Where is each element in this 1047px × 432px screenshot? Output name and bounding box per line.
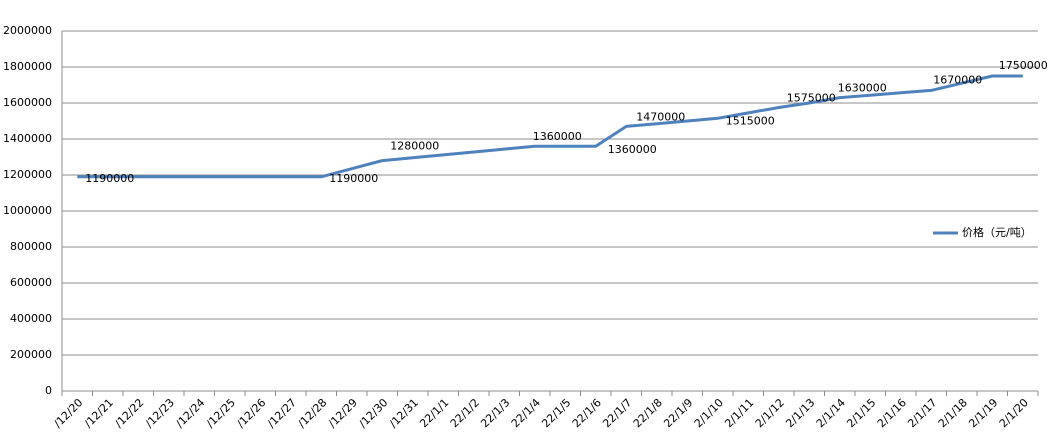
- y-tick-label: 0: [45, 384, 52, 397]
- x-tick-label: 2/1/18: [936, 396, 970, 430]
- x-tick-label: 22/1/4: [509, 396, 543, 430]
- data-label: 1470000: [636, 110, 685, 123]
- y-tick-label: 1800000: [3, 60, 52, 73]
- data-label: 1360000: [608, 143, 657, 156]
- x-tick-label: /12/21: [82, 396, 116, 430]
- x-tick-label: 2/1/20: [997, 396, 1031, 430]
- y-tick-label: 2000000: [3, 24, 52, 37]
- data-label: 1515000: [726, 114, 775, 127]
- data-label: 1190000: [329, 172, 378, 185]
- data-label: 1360000: [533, 130, 582, 143]
- y-tick-label: 1000000: [3, 204, 52, 217]
- x-tick-label: 22/1/7: [600, 396, 634, 430]
- x-tick-label: 2/1/14: [814, 396, 848, 430]
- x-tick-label: 2/1/10: [692, 396, 726, 430]
- x-tick-label: 22/1/5: [539, 396, 573, 430]
- data-label: 1750000: [999, 59, 1047, 72]
- x-tick-label: /12/26: [234, 396, 268, 430]
- x-tick-label: 22/1/1: [417, 396, 451, 430]
- y-tick-label: 200000: [10, 348, 52, 361]
- data-label: 1190000: [85, 172, 134, 185]
- data-label: 1630000: [838, 82, 887, 95]
- y-tick-label: 400000: [10, 312, 52, 325]
- x-tick-label: 22/1/9: [661, 396, 695, 430]
- x-tick-label: /12/23: [143, 396, 177, 430]
- x-tick-label: /12/24: [173, 396, 207, 430]
- x-tick-label: /12/28: [295, 396, 329, 430]
- x-tick-label: 2/1/12: [753, 396, 787, 430]
- y-tick-label: 800000: [10, 240, 52, 253]
- data-label: 1280000: [390, 140, 439, 153]
- x-tick-label: /12/27: [265, 396, 299, 430]
- x-tick-label: /12/29: [326, 396, 360, 430]
- legend-label: 价格（元/吨）: [962, 225, 1032, 239]
- y-tick-label: 1400000: [3, 132, 52, 145]
- x-tick-label: 22/1/6: [570, 396, 604, 430]
- x-tick-label: 22/1/8: [631, 396, 665, 430]
- x-tick-label: 2/1/16: [875, 396, 909, 430]
- x-tick-label: /12/20: [51, 396, 85, 430]
- x-tick-label: /12/30: [356, 396, 390, 430]
- x-tick-label: 2/1/11: [722, 396, 756, 430]
- x-tick-label: 2/1/17: [905, 396, 939, 430]
- x-tick-label: 2/1/13: [783, 396, 817, 430]
- y-tick-label: 600000: [10, 276, 52, 289]
- x-tick-label: 22/1/3: [478, 396, 512, 430]
- data-label: 1575000: [787, 92, 836, 105]
- series-line: [77, 74, 1023, 179]
- x-tick-label: /12/25: [204, 396, 238, 430]
- y-tick-label: 1200000: [3, 168, 52, 181]
- x-tick-label: 2/1/19: [966, 396, 1000, 430]
- x-tick-label: 22/1/2: [448, 396, 482, 430]
- x-tick-label: /12/22: [112, 396, 146, 430]
- data-label: 1670000: [933, 73, 982, 86]
- x-tick-label: 2/1/15: [844, 396, 878, 430]
- y-tick-label: 1600000: [3, 96, 52, 109]
- x-tick-label: /12/31: [387, 396, 421, 430]
